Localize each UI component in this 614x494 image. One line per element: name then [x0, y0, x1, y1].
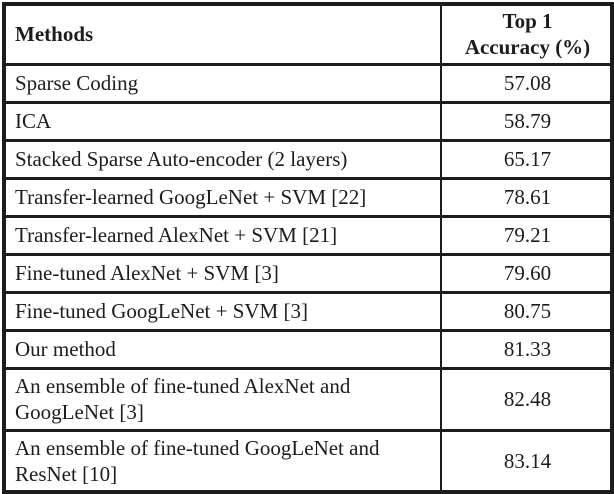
- method-cell: Transfer-learned AlexNet + SVM [21]: [3, 216, 442, 254]
- col-header-accuracy: Top 1 Accuracy (%): [440, 4, 613, 64]
- accuracy-cell: 83.14: [440, 430, 613, 492]
- method-cell: An ensemble of fine-tuned GoogLeNet and …: [3, 430, 442, 492]
- method-cell: Sparse Coding: [3, 64, 442, 102]
- method-cell: Our method: [3, 330, 442, 368]
- accuracy-cell: 79.60: [440, 254, 613, 292]
- header-row: Methods Top 1 Accuracy (%): [3, 4, 613, 64]
- accuracy-cell: 57.08: [440, 64, 613, 102]
- accuracy-cell: 58.79: [440, 102, 613, 140]
- method-cell: Fine-tuned AlexNet + SVM [3]: [3, 254, 442, 292]
- table-row: Transfer-learned GoogLeNet + SVM [22] 78…: [3, 178, 613, 216]
- method-cell: An ensemble of fine-tuned AlexNet and Go…: [3, 368, 442, 430]
- table-row: An ensemble of fine-tuned AlexNet and Go…: [3, 368, 613, 430]
- accuracy-cell: 65.17: [440, 140, 613, 178]
- accuracy-cell: 78.61: [440, 178, 613, 216]
- col-header-methods: Methods: [3, 4, 442, 64]
- table-row: Fine-tuned GoogLeNet + SVM [3] 80.75: [3, 292, 613, 330]
- accuracy-cell: 79.21: [440, 216, 613, 254]
- table-row: Sparse Coding 57.08: [3, 64, 613, 102]
- method-cell: ICA: [3, 102, 442, 140]
- table-row: An ensemble of fine-tuned GoogLeNet and …: [3, 430, 613, 492]
- table-row: ICA 58.79: [3, 102, 613, 140]
- col-header-accuracy-line1: Top 1: [502, 9, 553, 33]
- table-row: Stacked Sparse Auto-encoder (2 layers) 6…: [3, 140, 613, 178]
- table-row: Transfer-learned AlexNet + SVM [21] 79.2…: [3, 216, 613, 254]
- method-cell: Fine-tuned GoogLeNet + SVM [3]: [3, 292, 442, 330]
- method-cell: Transfer-learned GoogLeNet + SVM [22]: [3, 178, 442, 216]
- accuracy-cell: 81.33: [440, 330, 613, 368]
- table-row: Our method 81.33: [3, 330, 613, 368]
- accuracy-cell: 80.75: [440, 292, 613, 330]
- method-cell: Stacked Sparse Auto-encoder (2 layers): [3, 140, 442, 178]
- col-header-accuracy-line2: Accuracy (%): [464, 35, 591, 60]
- table-row: Fine-tuned AlexNet + SVM [3] 79.60: [3, 254, 613, 292]
- accuracy-cell: 82.48: [440, 368, 613, 430]
